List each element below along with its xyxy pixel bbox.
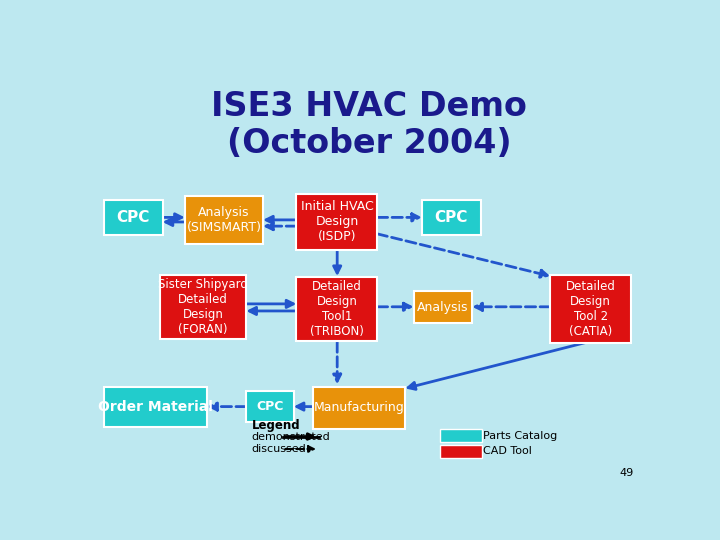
FancyBboxPatch shape: [104, 200, 163, 235]
Text: CAD Tool: CAD Tool: [483, 447, 532, 456]
FancyBboxPatch shape: [422, 200, 481, 235]
Text: Manufacturing: Manufacturing: [314, 401, 405, 414]
FancyBboxPatch shape: [441, 445, 482, 458]
Text: CPC: CPC: [256, 400, 284, 413]
FancyBboxPatch shape: [313, 387, 405, 429]
FancyBboxPatch shape: [104, 387, 207, 427]
Text: Detailed
Design
Tool1
(TRIBON): Detailed Design Tool1 (TRIBON): [310, 280, 364, 338]
Text: ISE3 HVAC Demo: ISE3 HVAC Demo: [211, 90, 527, 123]
FancyBboxPatch shape: [160, 275, 246, 339]
Text: 49: 49: [620, 468, 634, 477]
Text: Order Material: Order Material: [98, 400, 213, 414]
Text: discussed: discussed: [252, 444, 307, 454]
Text: (October 2004): (October 2004): [227, 127, 511, 160]
Text: Analysis
(SIMSMART): Analysis (SIMSMART): [186, 206, 261, 234]
FancyBboxPatch shape: [246, 391, 294, 422]
Text: CPC: CPC: [435, 210, 468, 225]
FancyBboxPatch shape: [413, 292, 472, 322]
FancyBboxPatch shape: [441, 429, 482, 442]
Text: Analysis: Analysis: [417, 300, 469, 314]
Text: CPC: CPC: [117, 210, 150, 225]
Text: Detailed
Design
Tool 2
(CATIA): Detailed Design Tool 2 (CATIA): [566, 280, 616, 338]
FancyBboxPatch shape: [297, 277, 377, 341]
Text: Legend: Legend: [252, 419, 300, 432]
FancyBboxPatch shape: [550, 275, 631, 343]
Text: Sister Shipyard
Detailed
Design
(FORAN): Sister Shipyard Detailed Design (FORAN): [158, 278, 248, 336]
FancyBboxPatch shape: [185, 196, 263, 244]
FancyBboxPatch shape: [297, 194, 377, 250]
Text: Initial HVAC
Design
(ISDP): Initial HVAC Design (ISDP): [300, 200, 373, 243]
Text: demonstrated: demonstrated: [252, 432, 330, 442]
Text: Parts Catalog: Parts Catalog: [483, 431, 557, 441]
